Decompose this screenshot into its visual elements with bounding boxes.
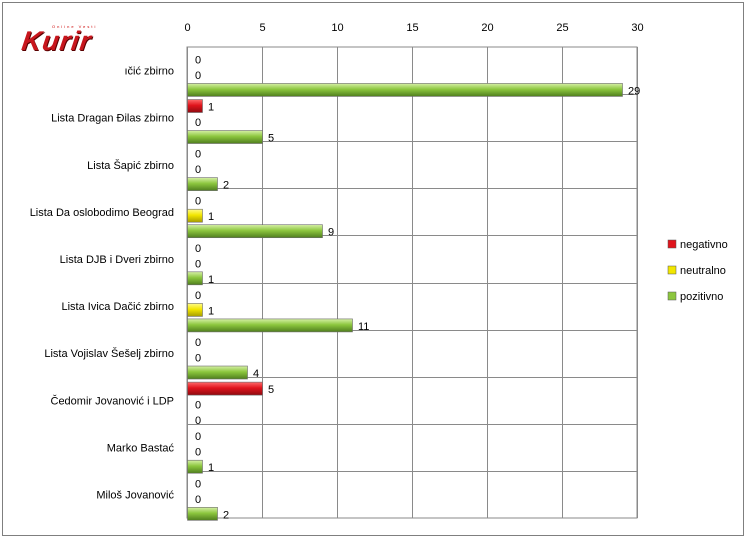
category-label: Lista Vojislav Šešelj zbirno — [44, 347, 174, 360]
bars — [187, 83, 623, 521]
bar-pozitivno — [187, 271, 203, 286]
category-label: Marko Bastać — [107, 442, 175, 454]
data-label-neutralno: 0 — [195, 400, 201, 412]
legend-label-pozitivno: pozitivno — [680, 291, 723, 303]
bar-negativno — [187, 381, 263, 396]
data-label-neutralno: 0 — [195, 494, 201, 506]
x-tick-label: 10 — [331, 22, 343, 34]
category-label: Čedomir Jovanović i LDP — [51, 394, 175, 407]
data-label-neutralno: 0 — [195, 258, 201, 270]
y-axis-categories: ıčić zbirno Lista Dragan Đilas zbirno List… — [30, 66, 175, 502]
data-label-neutralno: 0 — [195, 117, 201, 129]
category-label: Lista Dragan Đilas zbirno — [51, 113, 174, 125]
logo-tagline: Online Vesti — [52, 24, 98, 29]
legend-swatch-negativno — [667, 239, 677, 249]
grid — [186, 46, 638, 519]
x-tick-label: 5 — [259, 22, 265, 34]
data-label-negativno: 1 — [208, 102, 214, 114]
category-label: Lista DJB i Dveri zbirno — [60, 254, 174, 266]
legend-label-neutralno: neutralno — [680, 265, 726, 277]
data-label-negativno: 0 — [195, 243, 201, 255]
data-label-negativno: 0 — [195, 337, 201, 349]
x-tick-label: 30 — [631, 22, 643, 34]
data-label-negativno: 0 — [195, 54, 201, 66]
data-label-pozitivno: 4 — [253, 368, 259, 380]
data-label-neutralno: 0 — [195, 447, 201, 459]
data-label-pozitivno: 29 — [628, 85, 640, 97]
bar-neutralno — [187, 303, 203, 317]
legend-swatch-pozitivno — [667, 291, 677, 301]
data-label-pozitivno: 5 — [268, 133, 274, 145]
data-label-pozitivno: 2 — [223, 509, 229, 521]
bar-pozitivno — [187, 224, 323, 239]
bar-pozitivno — [187, 365, 248, 380]
bar-pozitivno — [187, 318, 353, 333]
data-label-pozitivno: 9 — [328, 227, 334, 239]
bar-neutralno — [187, 208, 203, 223]
category-label: ıčić zbirno — [124, 66, 174, 78]
kurir-logo: Online Vesti Kurir — [20, 22, 120, 58]
data-label-neutralno: 0 — [195, 164, 201, 176]
category-label: Lista Ivica Dačić zbirno — [62, 301, 175, 313]
bar-pozitivno — [187, 130, 263, 144]
bar-negativno — [187, 99, 203, 113]
data-label-negativno: 0 — [195, 290, 201, 302]
data-label-pozitivno: 11 — [358, 321, 369, 333]
data-label-negativno: 0 — [195, 478, 201, 490]
bar-pozitivno — [187, 507, 218, 521]
x-tick-label: 15 — [406, 22, 418, 34]
data-label-negativno: 5 — [268, 384, 274, 396]
legend-swatch-neutralno — [667, 265, 677, 275]
category-label: Miloš Jovanović — [96, 489, 174, 501]
x-tick-label: 0 — [184, 22, 190, 34]
x-tick-label: 20 — [481, 22, 493, 34]
legend: negativno neutralno pozitivno — [667, 239, 728, 303]
data-label-neutralno: 1 — [208, 305, 214, 317]
data-label-negativno: 0 — [195, 149, 201, 161]
legend-label-negativno: negativno — [680, 239, 728, 251]
data-label-neutralno: 0 — [195, 353, 201, 365]
category-label: Lista Da oslobodimo Beograd — [30, 207, 174, 219]
data-label-negativno: 0 — [195, 196, 201, 208]
x-tick-label: 25 — [556, 22, 568, 34]
data-label-pozitivno: 0 — [195, 415, 201, 427]
bar-pozitivno — [187, 459, 203, 474]
data-label-neutralno: 1 — [208, 211, 214, 223]
bar-pozitivno — [187, 83, 623, 97]
bar-pozitivno — [187, 177, 218, 191]
data-label-pozitivno: 1 — [208, 274, 214, 286]
data-label-negativno: 0 — [195, 431, 201, 443]
category-label: Lista Šapić zbirno — [87, 159, 174, 172]
data-label-pozitivno: 2 — [223, 180, 229, 192]
data-label-neutralno: 0 — [195, 70, 201, 82]
data-label-pozitivno: 1 — [208, 462, 214, 474]
x-axis-ticks: 0 5 10 15 20 25 30 — [184, 22, 643, 34]
